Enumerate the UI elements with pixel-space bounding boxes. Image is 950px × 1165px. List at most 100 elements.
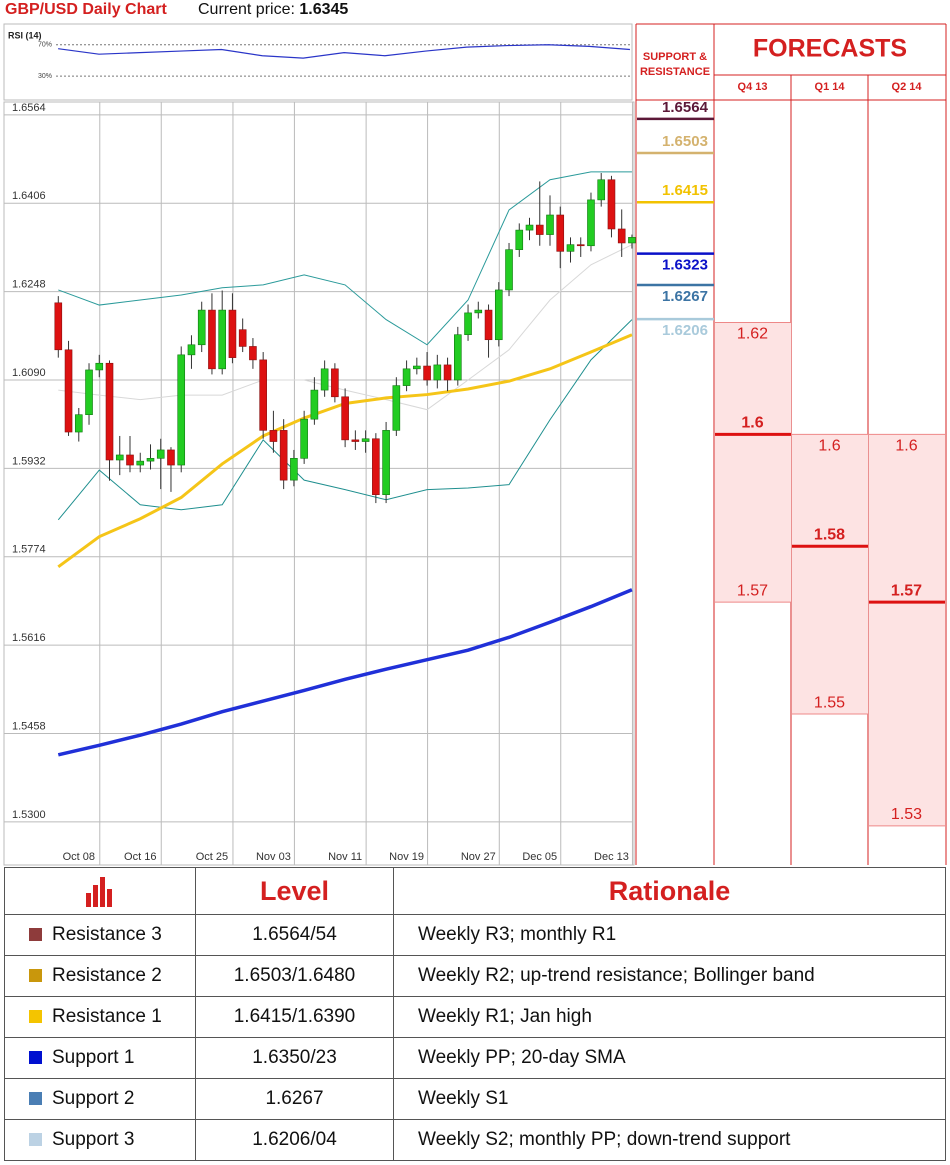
candle-body [320, 368, 329, 391]
y-tick-label: 1.5458 [12, 720, 46, 732]
y-tick-label: 1.6564 [12, 102, 46, 114]
level-label: 1.6503 [662, 133, 708, 150]
row-name: Resistance 1 [52, 1006, 162, 1027]
candle-body [546, 214, 554, 235]
name-cell: Support 2 [4, 1078, 196, 1120]
candle-body [167, 449, 175, 466]
sr-title: RESISTANCE [640, 66, 710, 78]
forecast-low: 1.57 [737, 582, 768, 599]
candle-body [290, 458, 298, 481]
x-tick-label: Nov 11 [328, 851, 362, 863]
level-label: 1.6323 [662, 257, 708, 274]
candle-body [597, 179, 606, 201]
rsi-line [58, 44, 631, 59]
candle-body [382, 430, 390, 495]
name-cell: Support 1 [4, 1037, 196, 1079]
candle-body [484, 309, 493, 341]
rsi-panel [3, 23, 633, 101]
levels-table: Level Rationale Resistance 3 1.6564/54 Weekl… [4, 867, 946, 1161]
quarter-label: Q2 14 [892, 81, 923, 93]
candle-body [587, 199, 595, 247]
candle-body [535, 224, 544, 235]
y-tick-label: 1.5300 [12, 809, 46, 821]
level-cell: 1.6206/04 [195, 1119, 394, 1161]
row-name: Support 3 [52, 1129, 135, 1150]
candle-body [331, 368, 339, 398]
candle-body [177, 354, 186, 466]
x-tick-label: Dec 05 [522, 851, 557, 863]
y-tick-label: 30% [38, 73, 52, 80]
name-cell: Support 3 [4, 1119, 196, 1161]
candle-body [115, 454, 124, 461]
candle-body [515, 229, 524, 250]
quarter-label: Q1 14 [815, 81, 846, 93]
icon-cell [4, 867, 196, 915]
name-cell: Resistance 3 [4, 914, 196, 956]
forecast-low: 1.55 [814, 694, 845, 711]
candle-body [494, 289, 503, 341]
color-swatch [29, 928, 42, 941]
forecast-range [792, 434, 868, 715]
name-cell: Resistance 1 [4, 996, 196, 1038]
level-cell: 1.6350/23 [195, 1037, 394, 1079]
rationale-cell: Weekly R1; Jan high [393, 996, 946, 1038]
candle-body [300, 418, 308, 459]
table-row: Support 3 1.6206/04 Weekly S2; monthly PP;… [4, 1119, 946, 1161]
table-row: Support 2 1.6267 Weekly S1 [4, 1078, 946, 1120]
candle-body [54, 302, 63, 351]
rationale-cell: Weekly PP; 20-day SMA [393, 1037, 946, 1079]
color-swatch [29, 1051, 42, 1064]
candle-body [64, 349, 73, 433]
candle-body [74, 414, 83, 433]
forecast-high: 1.6 [895, 438, 917, 455]
forecast-mid-label: 1.58 [814, 526, 845, 543]
forecast-range [715, 322, 791, 603]
candle-body [443, 364, 452, 381]
chart-title: GBP/USD Daily Chart [5, 1, 167, 18]
chart-icon [86, 877, 112, 907]
candle-body [576, 244, 585, 247]
forecast-mid-label: 1.57 [891, 582, 922, 599]
y-tick-label: 1.5774 [12, 544, 46, 556]
candle-body [525, 224, 534, 231]
level-cell: 1.6564/54 [195, 914, 394, 956]
table-row: Resistance 2 1.6503/1.6480 Weekly R2; up-t… [4, 955, 946, 997]
candle-body [156, 449, 165, 459]
candle-body [208, 309, 216, 370]
x-tick-label: Nov 19 [389, 851, 424, 863]
candle-body [146, 458, 155, 462]
y-tick-label: 1.6248 [12, 279, 46, 291]
forecast-title: FORECASTS [753, 35, 907, 63]
rationale-cell: Weekly S1 [393, 1078, 946, 1120]
y-tick-label: 1.5616 [12, 632, 46, 644]
row-name: Support 1 [52, 1047, 135, 1068]
x-tick-label: Oct 16 [124, 851, 156, 863]
candle-body [310, 389, 319, 420]
sr-title: SUPPORT & [643, 51, 707, 63]
level-label: 1.6564 [662, 99, 709, 116]
candle-body [454, 334, 462, 381]
color-swatch [29, 1010, 42, 1023]
candle-body [197, 309, 206, 346]
candle-body [126, 454, 134, 466]
header-cell: Level [195, 867, 394, 915]
level-cell: 1.6503/1.6480 [195, 955, 394, 997]
y-tick-label: 70% [38, 42, 52, 49]
candle-body [566, 244, 575, 252]
candle-body [392, 385, 401, 431]
color-swatch [29, 969, 42, 982]
y-tick-label: 1.5932 [12, 455, 46, 467]
forecast-mid-label: 1.6 [741, 415, 763, 432]
row-name: Resistance 3 [52, 924, 162, 945]
row-name: Support 2 [52, 1088, 135, 1109]
rationale-cell: Weekly S2; monthly PP; down-trend suppor… [393, 1119, 946, 1161]
candle-body [464, 312, 472, 336]
header-cell: Rationale [393, 867, 946, 915]
x-tick-label: Oct 08 [63, 851, 95, 863]
candle-body [249, 346, 257, 361]
table-row: Support 1 1.6350/23 Weekly PP; 20-day SMA [4, 1037, 946, 1079]
x-tick-label: Nov 03 [256, 851, 291, 863]
candle-body [423, 365, 431, 381]
candle-body [259, 359, 267, 431]
